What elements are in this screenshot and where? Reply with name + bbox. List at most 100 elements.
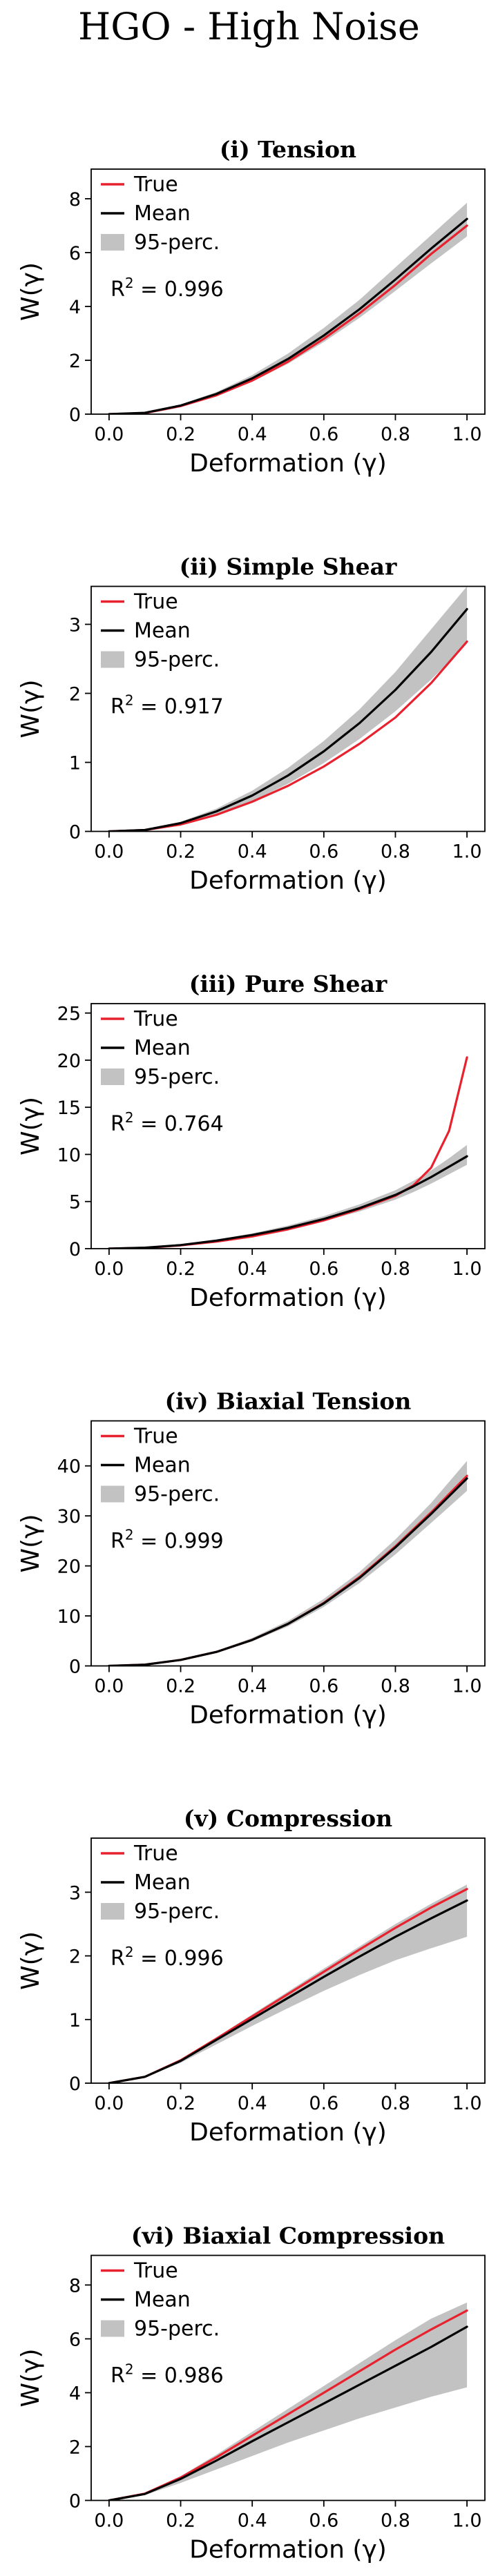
panel-5-legend: True Mean 95-perc. bbox=[101, 1842, 220, 1924]
panel-6-plot-area bbox=[108, 2302, 468, 2501]
panel-3-ytick-label: 15 bbox=[57, 1097, 81, 1119]
panel-4: (iv) Biaxial Tension 0.0 0.2 0.4 0.6 0.8 1.0 0 1… bbox=[17, 1388, 486, 1730]
panel-2-xtick-label: 0.6 bbox=[309, 841, 338, 863]
panel-1-xtick-label: 0.6 bbox=[309, 424, 338, 445]
panel-6-ytick-label: 0 bbox=[69, 2491, 81, 2512]
panel-2-xtick-label: 0.0 bbox=[94, 841, 124, 863]
panel-2-xtick-label: 0.2 bbox=[166, 841, 195, 863]
panel-3-ytick-label: 20 bbox=[57, 1051, 81, 1072]
panel-6: (vi) Biaxial Compression 0.0 0.2 0.4 0.6 0.8 1… bbox=[17, 2223, 486, 2564]
panel-4-legend-swatch-band bbox=[101, 1485, 124, 1503]
panel-5-plot-area bbox=[108, 1884, 468, 2083]
panel-4-title: (iv) Biaxial Tension bbox=[165, 1388, 412, 1415]
panel-6-xtick-label: 0.0 bbox=[94, 2510, 124, 2532]
panel-3-r2-annotation: R2 = 0.764 bbox=[111, 1109, 224, 1136]
panel-5-xtick-label: 0.8 bbox=[381, 2093, 410, 2114]
panel-5-xlabel: Deformation (γ) bbox=[189, 2118, 387, 2147]
panel-5-xtick-label: 0.4 bbox=[238, 2093, 267, 2114]
panel-2-legend-label: Mean bbox=[134, 619, 191, 643]
panel-2-ytick-label: 2 bbox=[69, 684, 81, 705]
panel-5-ytick-label: 2 bbox=[69, 1946, 81, 1968]
panel-6-xtick-label: 0.8 bbox=[381, 2510, 410, 2532]
panel-5: (v) Compression 0.0 0.2 0.4 0.6 0.8 1.0 0 1 2 3 Def… bbox=[17, 1805, 486, 2147]
panel-3-ytick-label: 5 bbox=[69, 1192, 81, 1213]
panel-4-xtick-label: 1.0 bbox=[452, 1676, 482, 1697]
panel-3-xtick-label: 0.8 bbox=[381, 1258, 410, 1280]
panel-1-plot-area bbox=[108, 202, 468, 414]
panel-5-xtick-label: 1.0 bbox=[452, 2093, 482, 2114]
panel-3-legend-swatch-band bbox=[101, 1069, 124, 1085]
panel-1-legend-swatch-band bbox=[101, 234, 124, 251]
panel-2-r2-annotation: R2 = 0.917 bbox=[111, 692, 224, 719]
panel-4-ytick-label: 30 bbox=[57, 1506, 81, 1528]
panel-4-legend-label: 95-perc. bbox=[134, 1483, 220, 1507]
panel-1-ytick-label: 8 bbox=[69, 189, 81, 211]
panel-3-xtick-label: 0.6 bbox=[309, 1258, 338, 1280]
panel-3-axes-frame bbox=[90, 1003, 486, 1249]
panel-4-ytick-label: 0 bbox=[69, 1657, 81, 1678]
panel-3-ytick-label: 25 bbox=[57, 1004, 81, 1025]
panel-6-xtick-label: 1.0 bbox=[452, 2510, 482, 2532]
panel-3-xtick-label: 0.2 bbox=[166, 1258, 195, 1280]
panel-4-r2-annotation: R2 = 0.999 bbox=[111, 1527, 224, 1554]
panel-3-ytick-label: 0 bbox=[69, 1239, 81, 1260]
panel-3-xtick-label: 0.4 bbox=[238, 1258, 267, 1280]
panel-1-xlabel: Deformation (γ) bbox=[189, 449, 387, 478]
panel-6-axes-frame bbox=[90, 2254, 486, 2501]
panel-1-legend-label: 95-perc. bbox=[134, 231, 220, 255]
panel-2-ytick-label: 1 bbox=[69, 753, 81, 774]
panel-2-title: (ii) Simple Shear bbox=[180, 554, 397, 580]
panel-2-legend-label: 95-perc. bbox=[134, 648, 220, 672]
panel-1-legend-label: Mean bbox=[134, 202, 191, 226]
panel-5-xtick-label: 0.2 bbox=[166, 2093, 195, 2114]
panel-5-ylabel: W(γ) bbox=[17, 1931, 45, 1990]
panel-6-xtick-label: 0.6 bbox=[309, 2510, 338, 2532]
panel-6-xlabel: Deformation (γ) bbox=[189, 2536, 387, 2564]
panel-1-xtick-label: 0.0 bbox=[94, 424, 124, 445]
panel-4-axes-frame bbox=[90, 1420, 486, 1667]
panel-4-ytick-label: 10 bbox=[57, 1606, 81, 1628]
panel-4-legend-label: True bbox=[133, 1425, 178, 1449]
panel-4-ytick-label: 40 bbox=[57, 1456, 81, 1478]
panel-3-title: (iii) Pure Shear bbox=[189, 970, 387, 997]
panel-1-title: (i) Tension bbox=[220, 136, 356, 163]
panel-2-ytick-label: 0 bbox=[69, 822, 81, 843]
panel-2-xtick-label: 0.4 bbox=[238, 841, 267, 863]
panel-4-legend: True Mean 95-perc. bbox=[101, 1425, 220, 1507]
panel-1-xtick-label: 0.4 bbox=[238, 424, 267, 445]
panel-6-ylabel: W(γ) bbox=[17, 2349, 45, 2408]
panel-4-xtick-label: 0.6 bbox=[309, 1676, 338, 1697]
panel-6-ytick-label: 6 bbox=[69, 2329, 81, 2350]
panel-5-xtick-label: 0.6 bbox=[309, 2093, 338, 2114]
panel-6-legend-label: Mean bbox=[134, 2288, 191, 2312]
panel-6-legend: True Mean 95-perc. bbox=[101, 2259, 220, 2341]
panel-6-band-95perc bbox=[108, 2302, 468, 2501]
panel-1-ylabel: W(γ) bbox=[17, 262, 45, 321]
panel-3-line-mean bbox=[108, 1155, 468, 1249]
panel-2-xtick-label: 0.8 bbox=[381, 841, 410, 863]
panel-5-ytick-label: 1 bbox=[69, 2010, 81, 2031]
panel-5-ytick-label: 0 bbox=[69, 2074, 81, 2095]
panel-1-r2-annotation: R2 = 0.996 bbox=[111, 275, 224, 302]
panel-5-axes-frame bbox=[90, 1837, 486, 2084]
panel-4-plot-area bbox=[108, 1461, 468, 1666]
panel-1-xtick-label: 1.0 bbox=[452, 424, 482, 445]
panel-3-xtick-label: 1.0 bbox=[452, 1258, 482, 1280]
panel-1-ytick-label: 2 bbox=[69, 351, 81, 372]
panel-4-xtick-label: 0.4 bbox=[238, 1676, 267, 1697]
panel-2-axes-frame bbox=[90, 585, 486, 832]
panel-3-plot-area bbox=[108, 1056, 468, 1249]
panel-6-ytick-label: 2 bbox=[69, 2437, 81, 2458]
panel-2-xlabel: Deformation (γ) bbox=[189, 867, 387, 895]
panel-2-legend: True Mean 95-perc. bbox=[101, 590, 220, 672]
panel-1-line-mean bbox=[108, 217, 468, 414]
panel-1: (i) Tension 0.0 0.2 0.4 0.6 0.8 1.0 0 2 4 6 8 Deform… bbox=[17, 136, 486, 478]
panel-1-ytick-label: 6 bbox=[69, 243, 81, 264]
panel-3-legend: True Mean 95-perc. bbox=[101, 1007, 220, 1089]
panel-1-ytick-label: 4 bbox=[69, 297, 81, 318]
panel-2-plot-area bbox=[108, 586, 468, 832]
panel-4-ytick-label: 20 bbox=[57, 1557, 81, 1578]
panel-3-legend-label: Mean bbox=[134, 1036, 191, 1060]
panel-6-r2-annotation: R2 = 0.986 bbox=[111, 2361, 224, 2388]
